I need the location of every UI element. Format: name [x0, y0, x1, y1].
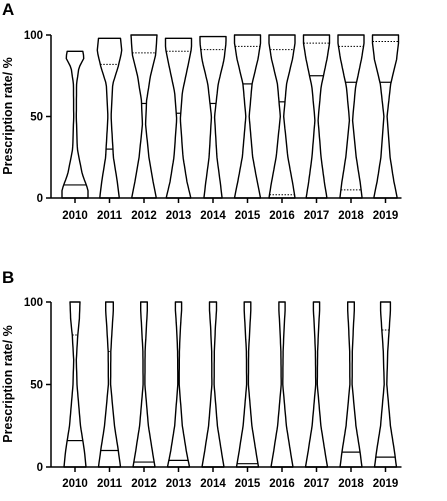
x-tick-label: 2017	[304, 210, 330, 222]
x-tick-label: 2015	[235, 478, 261, 490]
x-tick-label: 2019	[373, 478, 399, 490]
violin-2018	[337, 34, 365, 199]
x-tick-label: 2013	[166, 478, 192, 490]
violin-2016	[268, 34, 296, 199]
violin-2019	[371, 34, 400, 199]
y-tick-label: 0	[37, 193, 43, 205]
x-tick-label: 2011	[97, 210, 123, 222]
x-tick-label: 2014	[200, 210, 226, 222]
x-tick-label: 2012	[131, 210, 157, 222]
x-tick-label: 2018	[338, 478, 364, 490]
violin-2018	[339, 301, 363, 468]
violin-2014	[199, 35, 227, 199]
y-tick-label: 100	[24, 297, 43, 309]
panel-b-plot: 0 50 100 Prescription rate/ % 2010 2011 2012 20…	[1, 297, 402, 490]
x-tick-label: 2019	[373, 210, 399, 222]
x-tick-label: 2012	[131, 478, 157, 490]
panel-label-b: B	[2, 268, 14, 287]
violin-2017	[302, 34, 331, 199]
panel-a-plot: 0 50 100 Prescription rate/ % 2010 2011 2012 20…	[1, 30, 402, 222]
x-tick-label: 2011	[97, 478, 123, 490]
x-tick-label: 2010	[62, 210, 88, 222]
x-tick-label: 2010	[62, 478, 88, 490]
x-tick-label: 2017	[304, 478, 330, 490]
violin-2013	[166, 301, 191, 468]
violin-2010	[63, 301, 87, 468]
violin-2015	[235, 301, 260, 468]
x-tick-label: 2018	[338, 210, 364, 222]
x-tick-label: 2014	[200, 478, 226, 490]
violin-2017	[304, 301, 329, 468]
y-axis-title: Prescription rate/ %	[1, 57, 15, 174]
violin-2013	[164, 37, 193, 199]
violin-2012	[132, 301, 156, 468]
x-tick-label: 2013	[166, 210, 192, 222]
y-axis-title: Prescription rate/ %	[1, 325, 15, 442]
violin-2015	[233, 34, 262, 199]
violin-2011	[97, 301, 122, 468]
y-tick-label: 0	[37, 462, 43, 474]
x-tick-label: 2016	[269, 210, 295, 222]
violin-2019	[373, 301, 398, 468]
violin-2012	[130, 34, 158, 199]
y-tick-label: 100	[24, 30, 43, 42]
y-tick-label: 50	[30, 380, 43, 392]
violin-2011	[96, 37, 123, 199]
x-tick-label: 2015	[235, 210, 261, 222]
violin-2010	[61, 50, 89, 199]
x-tick-label: 2016	[269, 478, 295, 490]
violin-2016	[270, 301, 294, 468]
violin-2014	[201, 301, 225, 468]
y-tick-label: 50	[30, 112, 43, 124]
panel-label-a: A	[2, 0, 14, 19]
